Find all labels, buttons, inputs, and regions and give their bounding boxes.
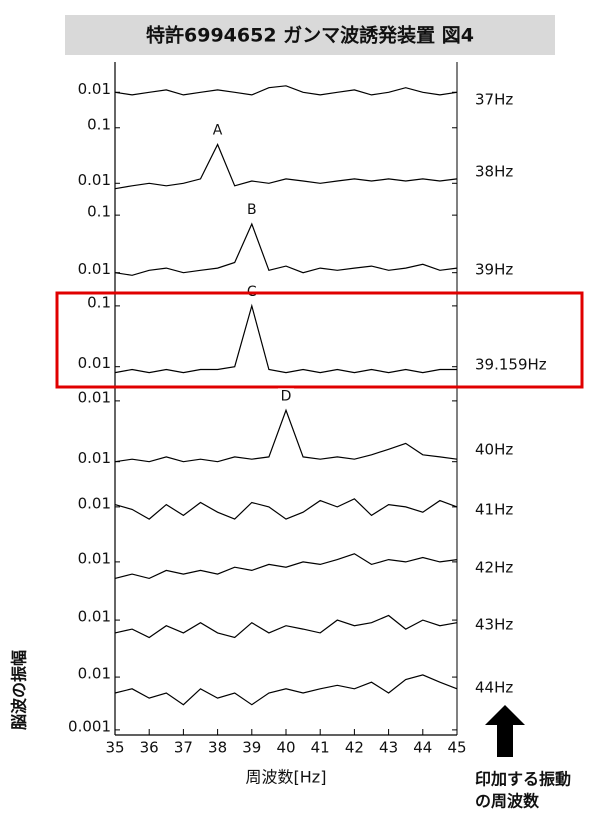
series-label: 43Hz — [475, 616, 513, 634]
x-tick-label: 38 — [208, 739, 227, 757]
peak-label-bg — [243, 202, 260, 219]
series-label: 42Hz — [475, 559, 513, 577]
y-axis-label: 脳波の振幅 — [10, 650, 29, 730]
x-tick-label: 40 — [276, 739, 295, 757]
y-tick-label: 0.01 — [78, 388, 111, 406]
x-tick-label: 35 — [105, 739, 124, 757]
x-tick-label: 42 — [345, 739, 364, 757]
spectrum-line — [114, 674, 458, 706]
y-tick-label: 0.01 — [78, 665, 111, 683]
series-label: 38Hz — [475, 163, 513, 181]
series-label: 40Hz — [475, 441, 513, 459]
y-tick-label: 0.01 — [78, 260, 111, 278]
peak-label: A — [213, 122, 223, 138]
y-tick-label: 0.01 — [78, 354, 111, 372]
spectrum-line — [114, 498, 458, 520]
x-axis-label: 周波数[Hz] — [246, 768, 327, 787]
y-tick-label: 0.1 — [87, 115, 111, 133]
series-label: 39Hz — [475, 261, 513, 279]
series-label: 37Hz — [475, 91, 513, 109]
arrow — [485, 705, 525, 757]
spectrum-line — [114, 553, 458, 580]
spectrum-line — [114, 408, 458, 463]
x-tick-label: 41 — [311, 739, 330, 757]
x-tick-label: 37 — [174, 739, 193, 757]
y-tick-label: 0.01 — [78, 549, 111, 567]
y-tick-label: 0.001 — [68, 717, 111, 735]
spectrum-line — [114, 85, 458, 96]
y-tick-label: 0.01 — [78, 80, 111, 98]
note: の周波数 — [475, 792, 540, 811]
highlight-box — [55, 291, 584, 389]
peak-label: B — [247, 202, 257, 218]
peak-label-bg — [278, 388, 294, 405]
peak-label: D — [281, 388, 292, 404]
y-tick-label: 0.01 — [78, 171, 111, 189]
chart-title: 特許6994652 ガンマ波誘発装置 図4 — [146, 24, 474, 47]
x-tick-label: 43 — [379, 739, 398, 757]
peak-label-bg — [209, 122, 226, 139]
spectrum-line — [114, 614, 458, 639]
spectrum-line — [114, 222, 458, 276]
y-tick-label: 0.01 — [78, 608, 111, 626]
x-tick-label: 44 — [413, 739, 432, 757]
series-label: 39.159Hz — [475, 356, 547, 374]
x-tick-label: 39 — [242, 739, 261, 757]
x-tick-label: 36 — [140, 739, 159, 757]
x-tick-label: 45 — [447, 739, 466, 757]
title-bar — [65, 15, 555, 55]
y-tick-label: 0.1 — [87, 203, 111, 221]
series-label: 44Hz — [475, 679, 513, 697]
y-tick-label: 0.01 — [78, 449, 111, 467]
note: 印加する振動 — [475, 770, 571, 789]
spectrum-line — [114, 303, 457, 374]
y-tick-label: 0.01 — [78, 494, 111, 512]
spectrum-line — [114, 143, 458, 190]
y-tick-label: 0.1 — [87, 293, 111, 311]
series-label: 41Hz — [475, 501, 513, 519]
